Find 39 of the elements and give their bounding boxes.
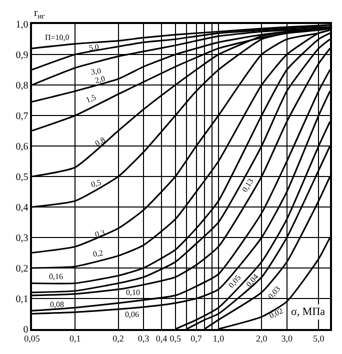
y-tick-label: 0,1 [16, 294, 28, 305]
x-tick-label: 1,0 [212, 334, 225, 344]
text: 5,0 [88, 42, 100, 53]
y-tick-label: 0,6 [16, 142, 28, 152]
y-tick-label: 0,4 [16, 202, 28, 214]
text: 0,13 [240, 177, 256, 194]
x-tick-label: 0,2 [112, 334, 124, 344]
y-tick-label: 0,9 [16, 50, 28, 61]
y-tick-label: 0,2 [16, 264, 28, 274]
text: 0,02 [268, 306, 284, 320]
series-label: 0,16 [49, 272, 63, 281]
y-tick-label: 0,8 [16, 80, 28, 92]
x-tick-label: 0,5 [170, 334, 182, 344]
x-tick-label: 2,0 [256, 334, 268, 344]
text: 0,8 [94, 135, 107, 148]
x-tick-label: 0,7 [190, 334, 202, 344]
y-axis-title: r$_{иг}$ [34, 7, 45, 20]
x-tick-label: 0,1 [70, 334, 81, 344]
x-tick-label: 0,3 [138, 334, 150, 344]
x-tick-label: 0,05 [24, 334, 40, 344]
y-tick-label: 0,3 [16, 233, 28, 244]
text: 0,04 [244, 272, 260, 289]
y-tick-label: 1,0 [16, 20, 28, 30]
x-axis-title: σ, МПа [291, 306, 326, 318]
text: 0,5 [90, 178, 102, 190]
x-tick-label: 3,0 [281, 334, 293, 344]
series-label: 0,10 [126, 288, 140, 297]
x-tick-label: 5,0 [313, 334, 325, 344]
text: 0,2 [92, 248, 104, 259]
y-tick-label: 0 [23, 324, 28, 336]
series-label: 0,06 [125, 310, 139, 319]
x-tick-label: 0,4 [156, 334, 168, 344]
text: 0,03 [266, 284, 282, 301]
text: 1,5 [84, 92, 98, 105]
y-tick-label: 0,7 [16, 111, 28, 122]
series-label: П=10,0 [45, 33, 70, 42]
y-tick-label: 0,5 [16, 172, 28, 183]
text: 0,05 [226, 273, 243, 290]
series-label: 0,08 [50, 300, 64, 309]
